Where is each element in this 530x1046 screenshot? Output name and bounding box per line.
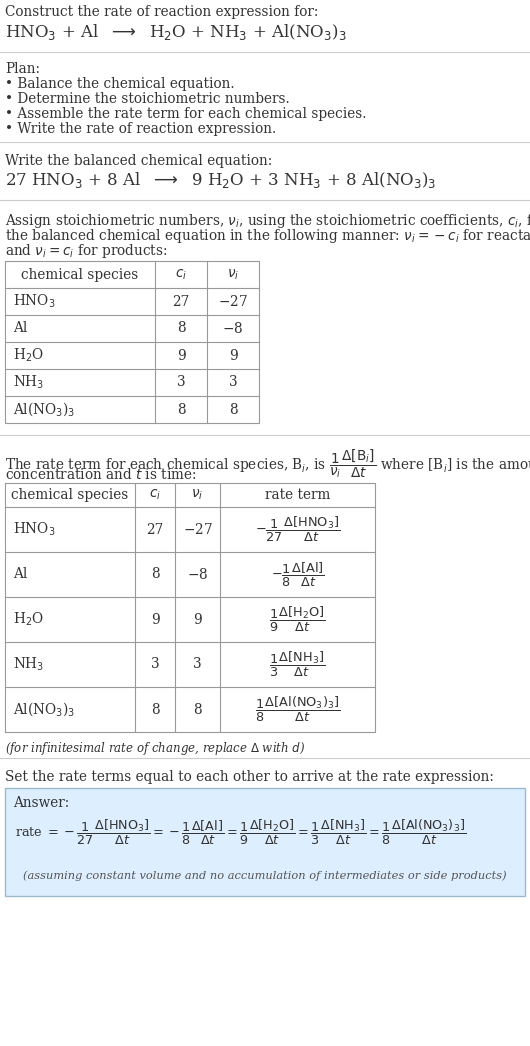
Text: $-$8: $-$8 [187, 567, 208, 582]
Text: 9: 9 [176, 348, 186, 363]
Text: 27: 27 [146, 523, 164, 537]
Text: 8: 8 [193, 703, 202, 717]
Bar [5, 788, 525, 896]
Text: • Determine the stoichiometric numbers.: • Determine the stoichiometric numbers. [5, 92, 290, 106]
Text: $c_i$: $c_i$ [149, 487, 161, 502]
Text: (assuming constant volume and no accumulation of intermediates or side products): (assuming constant volume and no accumul… [23, 870, 507, 881]
Text: HNO$_3$ + Al  $\longrightarrow$  H$_2$O + NH$_3$ + Al(NO$_3$)$_3$: HNO$_3$ + Al $\longrightarrow$ H$_2$O + … [5, 22, 347, 42]
Text: Al: Al [13, 568, 28, 582]
Text: 8: 8 [228, 403, 237, 416]
Text: $\dfrac{1}{8}\dfrac{\Delta[\mathrm{Al(NO_3)_3}]}{\Delta t}$: $\dfrac{1}{8}\dfrac{\Delta[\mathrm{Al(NO… [255, 695, 340, 724]
Text: Assign stoichiometric numbers, $\nu_i$, using the stoichiometric coefficients, $: Assign stoichiometric numbers, $\nu_i$, … [5, 212, 530, 230]
Text: Al(NO$_3$)$_3$: Al(NO$_3$)$_3$ [13, 701, 75, 719]
Text: chemical species: chemical species [11, 488, 129, 502]
Text: Set the rate terms equal to each other to arrive at the rate expression:: Set the rate terms equal to each other t… [5, 770, 494, 784]
Text: • Assemble the rate term for each chemical species.: • Assemble the rate term for each chemic… [5, 107, 367, 121]
Text: 9: 9 [228, 348, 237, 363]
Text: concentration and $t$ is time:: concentration and $t$ is time: [5, 467, 197, 482]
Text: $\nu_i$: $\nu_i$ [227, 268, 239, 281]
Text: 27: 27 [172, 295, 190, 309]
Text: $-\dfrac{1}{8}\dfrac{\Delta[\mathrm{Al}]}{\Delta t}$: $-\dfrac{1}{8}\dfrac{\Delta[\mathrm{Al}]… [271, 561, 324, 589]
Text: rate $= -\dfrac{1}{27}\dfrac{\Delta[\mathrm{HNO_3}]}{\Delta t} = -\dfrac{1}{8}\d: rate $= -\dfrac{1}{27}\dfrac{\Delta[\mat… [15, 818, 466, 847]
Text: $-$27: $-$27 [183, 522, 213, 537]
Text: Plan:: Plan: [5, 62, 40, 76]
Text: Al(NO$_3$)$_3$: Al(NO$_3$)$_3$ [13, 401, 75, 418]
Text: 27 HNO$_3$ + 8 Al  $\longrightarrow$  9 H$_2$O + 3 NH$_3$ + 8 Al(NO$_3$)$_3$: 27 HNO$_3$ + 8 Al $\longrightarrow$ 9 H$… [5, 170, 436, 190]
Text: Al: Al [13, 321, 28, 336]
Text: $\dfrac{1}{9}\dfrac{\Delta[\mathrm{H_2O}]}{\Delta t}$: $\dfrac{1}{9}\dfrac{\Delta[\mathrm{H_2O}… [269, 605, 326, 634]
Text: 9: 9 [193, 613, 202, 627]
Text: 3: 3 [228, 376, 237, 389]
Text: $\dfrac{1}{3}\dfrac{\Delta[\mathrm{NH_3}]}{\Delta t}$: $\dfrac{1}{3}\dfrac{\Delta[\mathrm{NH_3}… [269, 650, 325, 679]
Text: $c_i$: $c_i$ [175, 268, 187, 281]
Text: 8: 8 [176, 321, 186, 336]
Text: HNO$_3$: HNO$_3$ [13, 293, 56, 311]
Text: 8: 8 [151, 703, 160, 717]
Text: Construct the rate of reaction expression for:: Construct the rate of reaction expressio… [5, 5, 319, 19]
Text: 8: 8 [151, 568, 160, 582]
Text: chemical species: chemical species [21, 268, 139, 281]
Text: 3: 3 [151, 658, 160, 672]
Bar [5, 483, 375, 732]
Text: $-$8: $-$8 [223, 321, 244, 336]
Text: H$_2$O: H$_2$O [13, 347, 44, 364]
Text: $\nu_i$: $\nu_i$ [191, 487, 204, 502]
Text: • Balance the chemical equation.: • Balance the chemical equation. [5, 77, 235, 91]
Text: Write the balanced chemical equation:: Write the balanced chemical equation: [5, 154, 272, 168]
Text: HNO$_3$: HNO$_3$ [13, 521, 56, 539]
Text: 9: 9 [151, 613, 160, 627]
Text: (for infinitesimal rate of change, replace $\Delta$ with $d$): (for infinitesimal rate of change, repla… [5, 740, 305, 757]
Bar [5, 262, 259, 423]
Text: rate term: rate term [265, 488, 330, 502]
Text: NH$_3$: NH$_3$ [13, 656, 45, 674]
Text: 8: 8 [176, 403, 186, 416]
Text: the balanced chemical equation in the following manner: $\nu_i = -c_i$ for react: the balanced chemical equation in the fo… [5, 227, 530, 245]
Text: NH$_3$: NH$_3$ [13, 373, 45, 391]
Text: and $\nu_i = c_i$ for products:: and $\nu_i = c_i$ for products: [5, 242, 167, 260]
Text: $-$27: $-$27 [218, 294, 248, 309]
Text: 3: 3 [176, 376, 186, 389]
Text: H$_2$O: H$_2$O [13, 611, 44, 629]
Text: Answer:: Answer: [13, 796, 69, 810]
Text: 3: 3 [193, 658, 202, 672]
Text: The rate term for each chemical species, B$_i$, is $\dfrac{1}{\nu_i}\dfrac{\Delt: The rate term for each chemical species,… [5, 447, 530, 480]
Text: • Write the rate of reaction expression.: • Write the rate of reaction expression. [5, 122, 276, 136]
Text: $-\dfrac{1}{27}\dfrac{\Delta[\mathrm{HNO}_3]}{\Delta t}$: $-\dfrac{1}{27}\dfrac{\Delta[\mathrm{HNO… [255, 515, 340, 544]
